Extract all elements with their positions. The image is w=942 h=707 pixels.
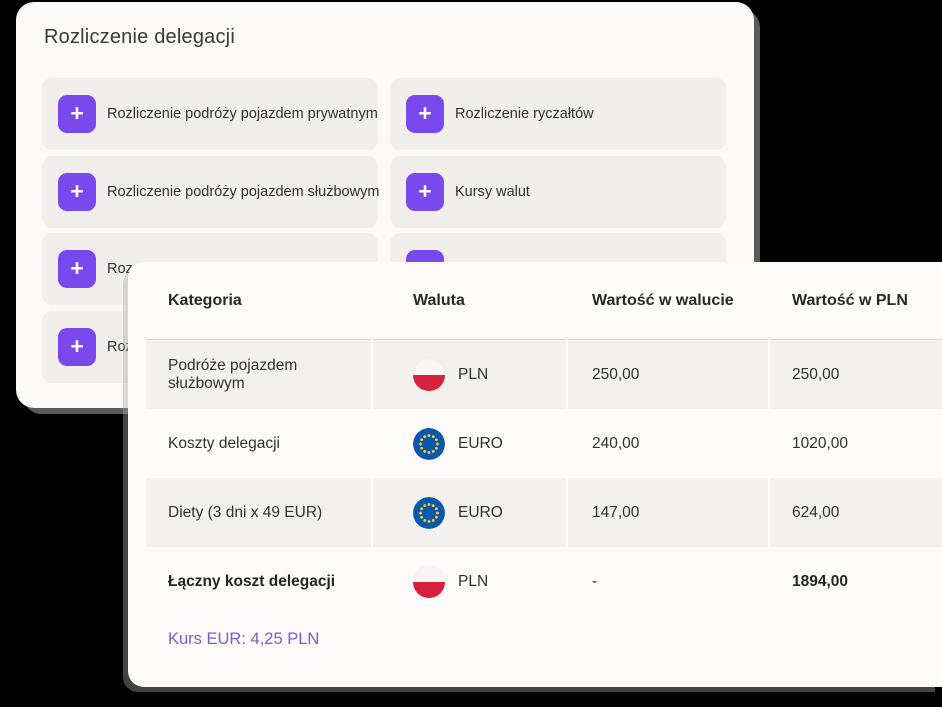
eur-exchange-rate-link[interactable]: Kurs EUR: 4,25 PLN — [168, 630, 320, 648]
currency-cell: EURO — [373, 409, 566, 478]
column-header-category: Kategoria — [146, 262, 371, 340]
value-currency-cell: 250,00 — [568, 340, 768, 409]
column-header-value-in-pln: Wartość w PLN — [770, 262, 942, 340]
currency-code: PLN — [458, 365, 489, 383]
plus-icon: + — [58, 173, 96, 211]
column-header-currency: Waluta — [373, 262, 566, 340]
settle-lump-sums-button[interactable]: + Rozliczenie ryczałtów — [390, 78, 726, 150]
category-cell: Koszty delegacji — [168, 434, 281, 452]
table-row-total: Łączny koszt delegacji PLN - 1894,00 — [128, 547, 942, 616]
value-pln-cell: 624,00 — [770, 478, 942, 547]
poland-flag-icon — [413, 358, 445, 391]
currency-cell: PLN — [373, 340, 566, 409]
value-pln-cell: 1894,00 — [792, 572, 849, 590]
value-currency-cell: - — [592, 572, 598, 590]
button-label: Kursy walut — [455, 184, 530, 200]
button-label: Rozliczenie podróży pojazdem służbowym — [107, 184, 380, 200]
currency-code: PLN — [458, 572, 489, 590]
button-label: Roz — [107, 261, 133, 277]
currency-code: EURO — [458, 434, 503, 452]
category-cell: Diety (3 dni x 49 EUR) — [146, 478, 371, 547]
delegation-costs-table-card: Kategoria Waluta Wartość w walucie Warto… — [128, 262, 942, 687]
value-currency-cell: 147,00 — [568, 478, 768, 547]
poland-flag-icon — [413, 565, 445, 598]
settle-private-vehicle-button[interactable]: + Rozliczenie podróży pojazdem prywatnym — [42, 78, 378, 150]
table-row: Diety (3 dni x 49 EUR) EURO 147,00 624,0… — [128, 478, 942, 547]
plus-icon: + — [406, 173, 444, 211]
value-currency-cell: 240,00 — [592, 434, 640, 452]
currency-cell: EURO — [373, 478, 566, 547]
value-pln-cell: 250,00 — [770, 340, 942, 409]
value-pln-cell: 1020,00 — [792, 434, 849, 452]
table-header-row: Kategoria Waluta Wartość w walucie Warto… — [128, 262, 942, 340]
category-cell: Łączny koszt delegacji — [168, 572, 336, 590]
currency-code: EURO — [458, 503, 503, 521]
settle-company-vehicle-button[interactable]: + Rozliczenie podróży pojazdem służbowym — [42, 156, 380, 228]
column-header-value-in-currency: Wartość w walucie — [568, 262, 768, 340]
plus-icon: + — [58, 95, 96, 133]
plus-icon: + — [406, 95, 444, 133]
button-label: Roz — [107, 339, 133, 355]
eu-flag-icon — [413, 496, 445, 529]
plus-icon: + — [58, 328, 96, 366]
eu-flag-icon — [413, 427, 445, 460]
category-cell: Podróże pojazdem służbowym — [146, 340, 371, 409]
table-row: Koszty delegacji EURO 240,00 1020,00 — [128, 409, 942, 478]
button-label: Rozliczenie ryczałtów — [455, 106, 594, 122]
page-title: Rozliczenie delegacji — [44, 26, 235, 48]
plus-icon: + — [58, 250, 96, 288]
table-row: Podróże pojazdem służbowym PLN 250,00 25… — [128, 340, 942, 409]
currency-cell: PLN — [373, 547, 566, 616]
currency-rates-button[interactable]: + Kursy walut — [390, 156, 726, 228]
button-label: Rozliczenie podróży pojazdem prywatnym — [107, 106, 378, 122]
